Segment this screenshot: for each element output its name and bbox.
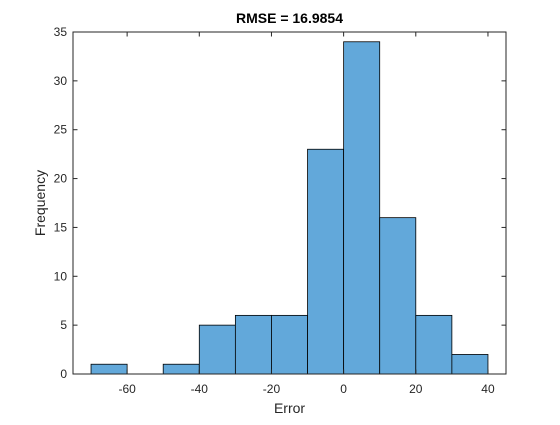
axes-box [72,31,507,375]
chart-title: RMSE = 16.9854 [236,10,343,26]
histogram-bar [90,363,128,375]
histogram-bar [343,41,381,375]
y-tick-label: 25 [54,123,68,137]
histogram-bar [379,217,417,375]
x-tick-label: 40 [481,382,495,396]
x-tick-label: -20 [263,382,281,396]
x-ticks: -60 -40 -20 0 20 40 [118,32,495,396]
histogram-bar [451,354,489,375]
histogram-bar [415,314,453,375]
y-tick-label: 10 [54,269,68,283]
y-tick-label: 5 [60,318,67,332]
y-tick-label: 15 [54,220,68,234]
x-tick-label: 0 [340,382,347,396]
y-tick-label: 35 [54,25,68,39]
histogram-bar [198,324,236,375]
histogram-bars [90,41,489,375]
histogram-bar [234,314,272,375]
y-axis-label: Frequency [32,170,48,236]
y-tick-label: 0 [60,367,67,381]
x-tick-label: 20 [409,382,423,396]
y-ticks: 0 5 10 15 20 25 30 35 [54,25,506,381]
x-tick-label: -40 [191,382,209,396]
histogram-bar [162,363,200,375]
y-tick-label: 30 [54,74,68,88]
y-tick-label: 20 [54,172,68,186]
x-tick-label: -60 [118,382,136,396]
histogram-bar [271,314,308,375]
histogram-bar [307,148,345,375]
x-axis-label: Error [274,400,305,416]
